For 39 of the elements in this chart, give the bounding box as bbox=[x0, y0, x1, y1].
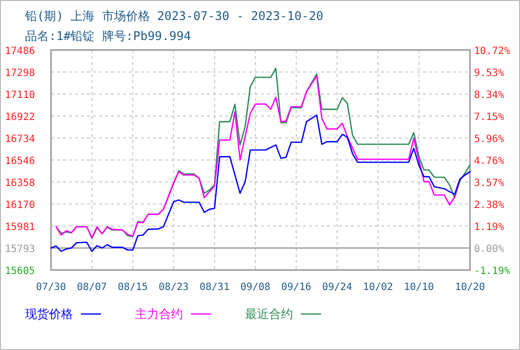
y-tick-label: 17110 bbox=[4, 90, 35, 101]
y-tick-label: 15981 bbox=[4, 222, 35, 234]
y-tick-label: 16734 bbox=[4, 134, 35, 145]
x-tick-label: 08/15 bbox=[118, 282, 148, 293]
y2-tick-label: 9.53% bbox=[474, 68, 504, 79]
y-tick-label: 16922 bbox=[4, 112, 35, 123]
y2-tick-label: 5.96% bbox=[474, 134, 504, 145]
x-tick-label: 08/23 bbox=[158, 282, 189, 293]
y-tick-label: 16358 bbox=[4, 178, 35, 189]
y2-tick-label: 4.76% bbox=[474, 156, 504, 168]
y2-tick-label: 10.72% bbox=[474, 46, 510, 57]
y2-tick-label: 0.00% bbox=[474, 244, 504, 256]
y-tick-label: 17298 bbox=[4, 68, 35, 79]
x-tick-label: 10/20 bbox=[454, 282, 486, 293]
y2-tick-label: 2.38% bbox=[474, 200, 504, 212]
x-tick-label: 10/10 bbox=[404, 282, 434, 293]
y-tick-label: 16546 bbox=[4, 156, 35, 167]
legend-label: 主力合约 bbox=[135, 307, 183, 321]
x-tick-label: 08/07 bbox=[76, 282, 107, 293]
x-tick-label: 07/30 bbox=[36, 282, 66, 293]
y-tick-label: 15605 bbox=[4, 266, 35, 277]
chart-subtitle: 品名:1#铅锭 牌号:Pb99.994 bbox=[25, 29, 191, 43]
x-tick-label: 08/31 bbox=[199, 282, 230, 293]
y2-tick-label: 8.34% bbox=[474, 90, 504, 101]
y2-tick-label: -1.19% bbox=[474, 266, 510, 277]
y-tick-label: 17486 bbox=[4, 46, 35, 57]
x-tick-label: 09/16 bbox=[281, 282, 312, 293]
y2-tick-label: 1.19% bbox=[474, 222, 504, 234]
y-tick-label: 16170 bbox=[4, 200, 35, 211]
x-tick-label: 09/08 bbox=[240, 282, 270, 293]
legend-label: 最近合约 bbox=[245, 307, 293, 321]
chart-title: 铅(期) 上海 市场价格 2023-07-30 - 2023-10-20 bbox=[24, 9, 324, 23]
x-tick-label: 10/02 bbox=[362, 282, 394, 293]
y-tick-label: 15793 bbox=[4, 244, 35, 256]
line-series bbox=[50, 114, 471, 252]
y2-tick-label: 7.15% bbox=[474, 112, 504, 123]
legend-label: 现货价格 bbox=[25, 307, 73, 321]
x-tick-label: 09/24 bbox=[322, 282, 352, 293]
y2-tick-label: 3.57% bbox=[474, 178, 504, 190]
